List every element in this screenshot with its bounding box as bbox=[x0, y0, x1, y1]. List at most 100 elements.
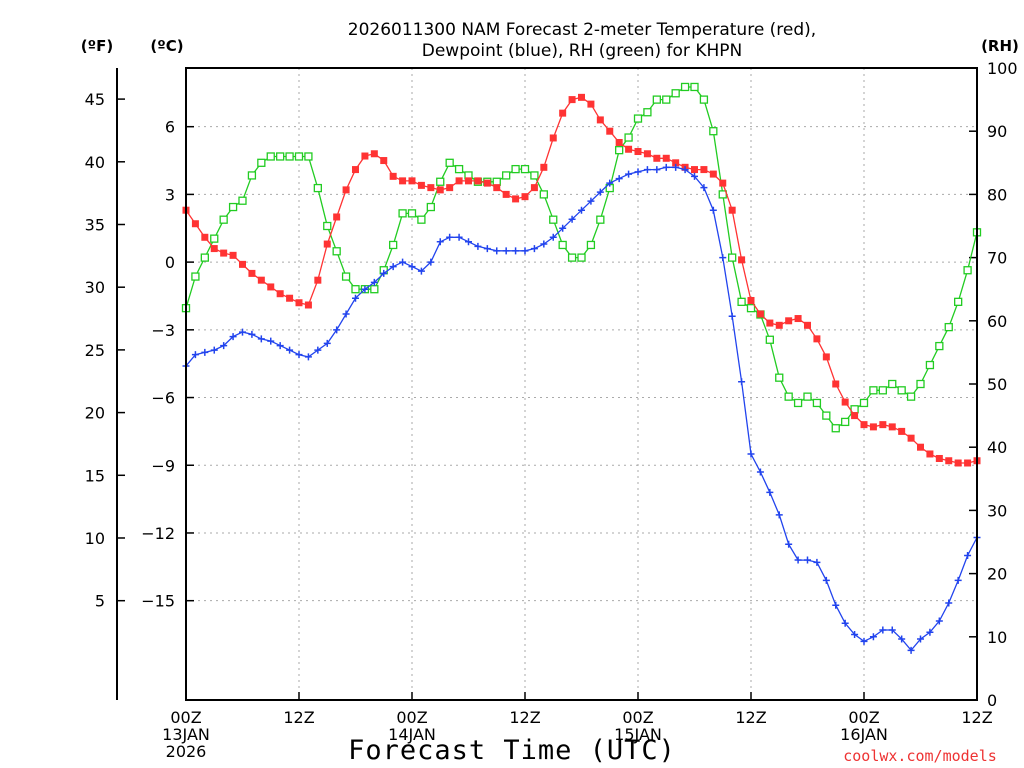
dewpoint-point bbox=[634, 168, 642, 176]
rh-point bbox=[831, 424, 840, 433]
dewpoint-point bbox=[653, 166, 661, 174]
dewpoint-point bbox=[304, 353, 312, 361]
rh-point bbox=[935, 341, 944, 351]
rh-point bbox=[341, 272, 351, 281]
rh-point bbox=[417, 215, 426, 224]
rh-tick-label: 90 bbox=[987, 122, 1007, 141]
fahrenheit-tick-label: 5 bbox=[95, 592, 105, 611]
dewpoint-point bbox=[267, 337, 275, 345]
rh-point bbox=[558, 240, 567, 250]
dewpoint-point bbox=[643, 166, 651, 174]
temperature-point bbox=[248, 269, 256, 277]
temperature-point bbox=[719, 179, 727, 187]
temperature-point bbox=[860, 421, 868, 429]
dewpoint-point bbox=[606, 179, 614, 187]
fahrenheit-tick-label: 45 bbox=[85, 90, 105, 109]
dewpoint-point bbox=[436, 238, 444, 246]
rh-point bbox=[454, 164, 464, 174]
rh-point bbox=[643, 108, 652, 117]
celsius-tick-label: −6 bbox=[151, 389, 175, 408]
rh-point bbox=[304, 152, 313, 161]
dewpoint-point bbox=[549, 233, 557, 241]
temperature-point bbox=[370, 150, 378, 158]
rh-point bbox=[332, 247, 341, 256]
temperature-point bbox=[841, 398, 849, 406]
rh-unit-label: (RH) bbox=[981, 37, 1019, 55]
credit-text: coolwx.com/models bbox=[843, 747, 997, 765]
time-tick-label: 00Z bbox=[848, 708, 879, 727]
dewpoint-point bbox=[822, 576, 830, 584]
rh-point bbox=[633, 114, 643, 123]
rh-point bbox=[652, 95, 661, 104]
rh-point bbox=[699, 95, 709, 104]
dewpoint-point bbox=[286, 346, 294, 354]
temperature-point bbox=[267, 283, 275, 291]
rh-point bbox=[266, 152, 275, 161]
temperature-point bbox=[210, 245, 218, 253]
rh-point bbox=[370, 285, 379, 294]
time-tick-sublabel: 16JAN bbox=[840, 725, 888, 744]
dewpoint-point bbox=[191, 351, 199, 359]
temperature-point bbox=[728, 206, 736, 214]
temperature-point bbox=[907, 434, 915, 442]
temperature-point bbox=[766, 319, 774, 327]
rh-point bbox=[944, 322, 953, 332]
dewpoint-point bbox=[954, 576, 962, 584]
dewpoint-point bbox=[521, 247, 529, 255]
rh-point bbox=[746, 304, 756, 313]
rh-point bbox=[567, 253, 577, 262]
rh-point bbox=[502, 171, 511, 180]
dewpoint-point bbox=[662, 163, 670, 171]
rh-tick-label: 40 bbox=[987, 438, 1007, 457]
dewpoint-point bbox=[502, 247, 510, 255]
rh-point bbox=[257, 158, 266, 167]
rh-point bbox=[878, 386, 887, 395]
rh-point bbox=[219, 215, 228, 224]
celsius-tick-label: −15 bbox=[141, 592, 175, 611]
dewpoint-point bbox=[210, 346, 218, 354]
rh-point bbox=[285, 152, 294, 161]
temperature-point bbox=[898, 427, 906, 435]
dewpoint-point bbox=[408, 263, 416, 271]
celsius-tick-label: 3 bbox=[165, 185, 175, 204]
dewpoint-point bbox=[615, 175, 623, 183]
rh-point bbox=[869, 386, 878, 395]
temperature-point bbox=[323, 240, 331, 248]
rh-point bbox=[238, 196, 247, 205]
rh-point bbox=[784, 392, 793, 401]
temperature-point bbox=[822, 353, 830, 361]
dewpoint-point bbox=[898, 635, 906, 643]
rh-point bbox=[228, 202, 238, 212]
dewpoint-point bbox=[691, 172, 698, 180]
rh-point bbox=[313, 183, 322, 193]
celsius-tick-label: −9 bbox=[151, 456, 175, 475]
temperature-point bbox=[813, 335, 821, 343]
dewpoint-point bbox=[964, 552, 972, 560]
celsius-tick-label: −3 bbox=[151, 321, 175, 340]
temperature-point bbox=[559, 109, 567, 117]
dewpoint-point bbox=[587, 197, 595, 205]
dewpoint-point bbox=[427, 258, 435, 266]
temperature-point bbox=[380, 157, 388, 165]
temperature-point bbox=[399, 177, 407, 185]
temperature-point bbox=[596, 116, 604, 124]
dewpoint-point bbox=[888, 626, 896, 634]
temperature-point bbox=[483, 179, 491, 187]
rh-point bbox=[897, 386, 906, 395]
time-tick-label: 12Z bbox=[961, 708, 992, 727]
temperature-point bbox=[653, 154, 661, 162]
dewpoint-point bbox=[625, 170, 633, 178]
dewpoint-point bbox=[474, 242, 482, 250]
dewpoint-point bbox=[672, 163, 680, 171]
temperature-point bbox=[540, 163, 548, 171]
dewpoint-point bbox=[295, 351, 303, 359]
rh-point bbox=[520, 164, 530, 174]
fahrenheit-unit-label: (ºF) bbox=[81, 37, 113, 55]
rh-point bbox=[954, 297, 963, 306]
fahrenheit-tick-label: 35 bbox=[85, 215, 105, 234]
plot-frame bbox=[185, 67, 978, 701]
fahrenheit-tick-label: 30 bbox=[85, 278, 105, 297]
temperature-point bbox=[785, 317, 793, 325]
dewpoint-point bbox=[493, 247, 501, 255]
rh-tick-label: 0 bbox=[987, 691, 997, 710]
